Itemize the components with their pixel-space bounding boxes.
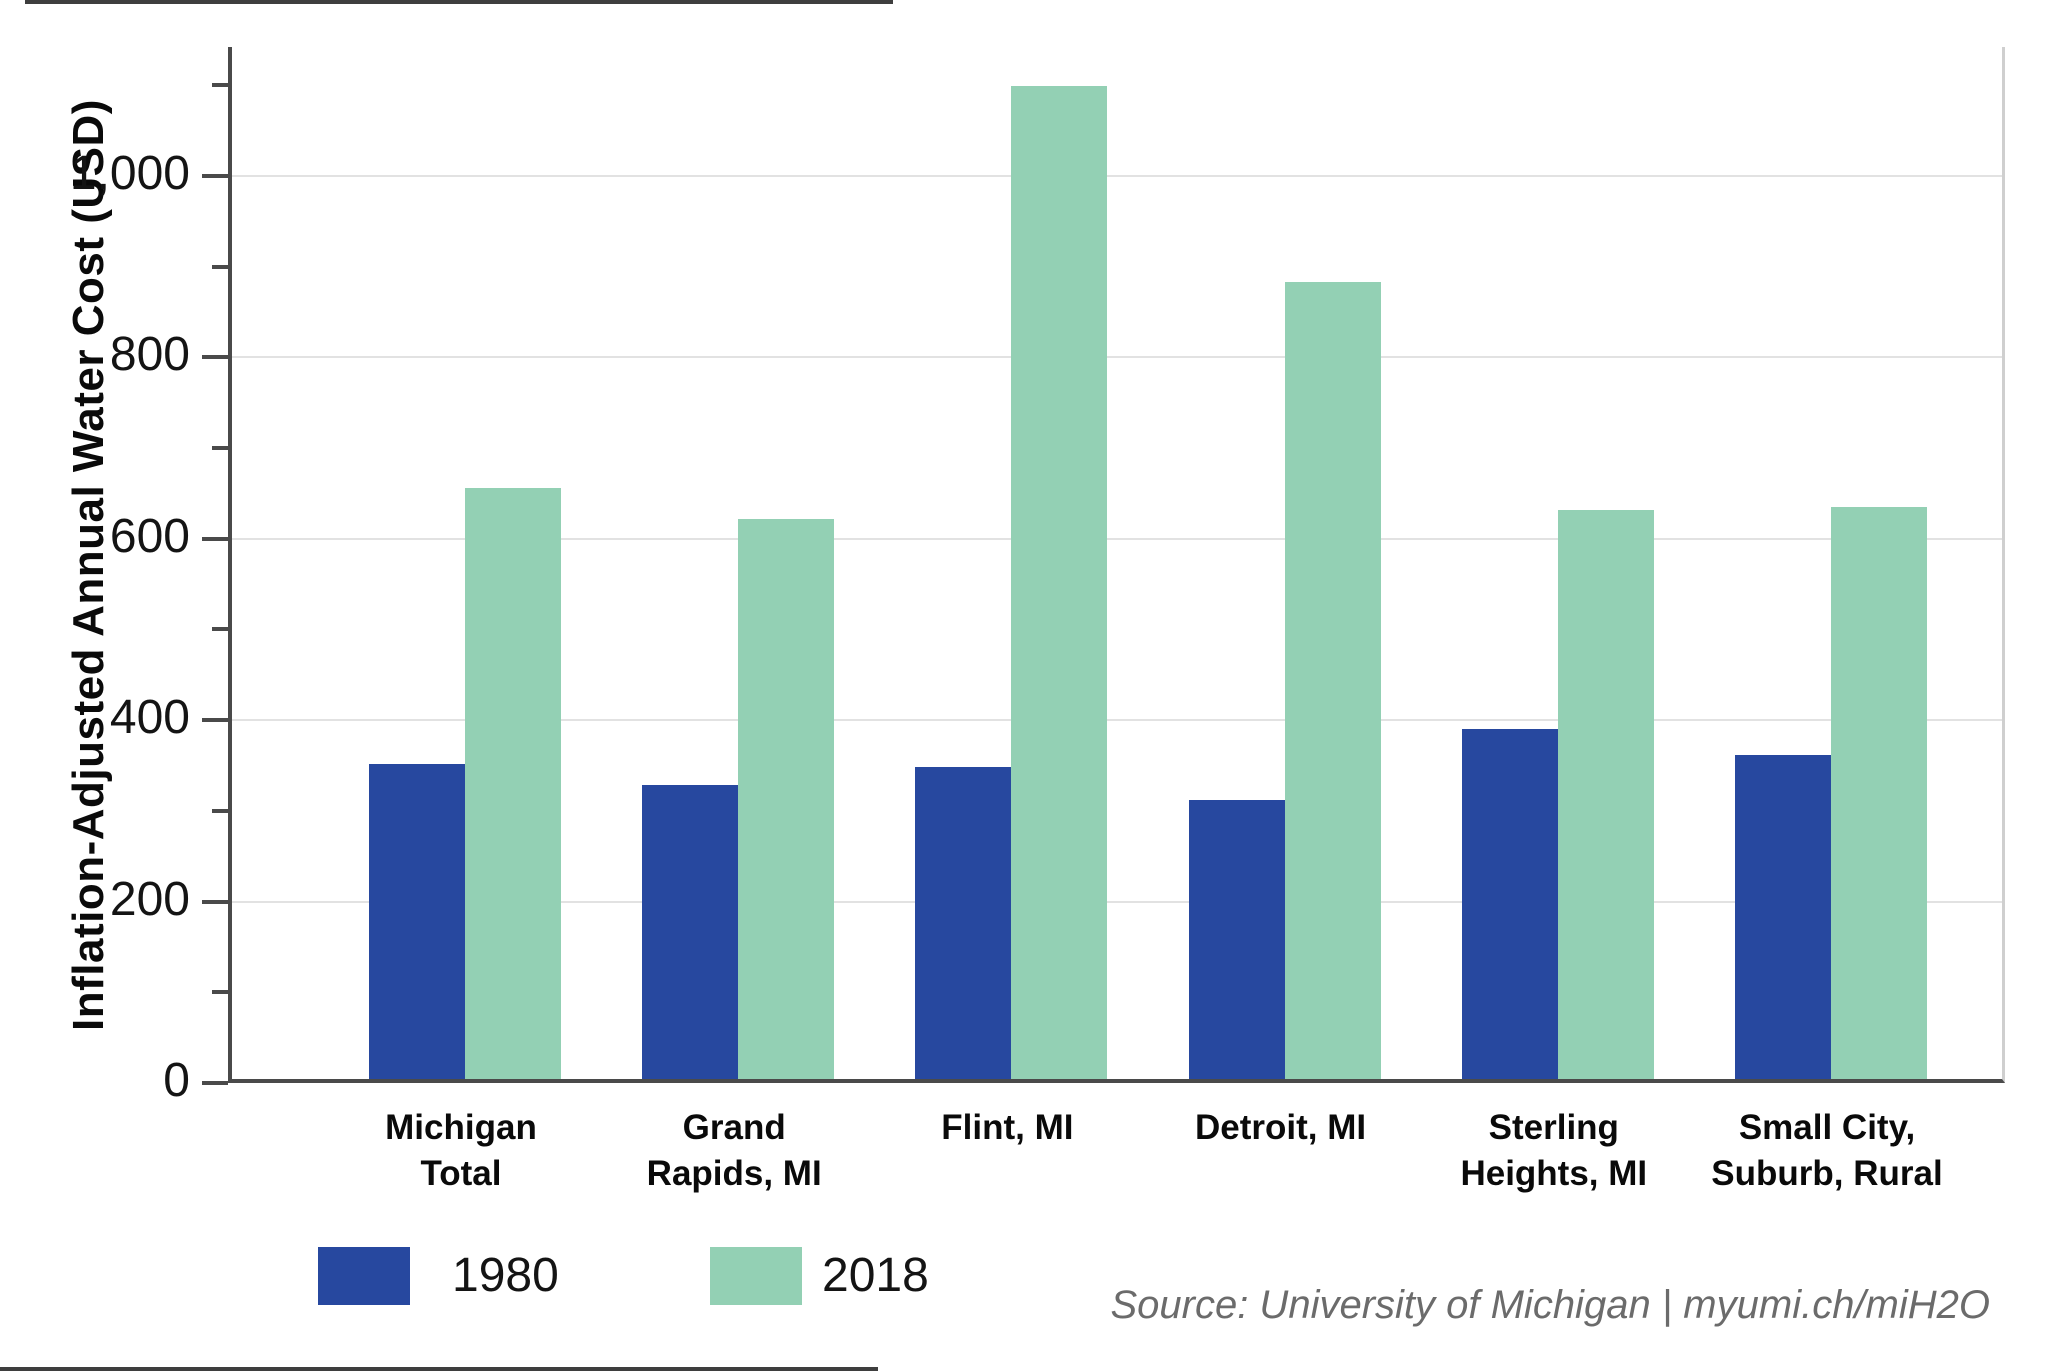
gridline-400 — [232, 719, 2002, 722]
gridline-800 — [232, 356, 2002, 359]
bar-1980-0 — [369, 764, 465, 1079]
bar-1980-1 — [642, 785, 739, 1079]
bar-2018-4 — [1557, 510, 1654, 1079]
bar-1980-2 — [915, 767, 1012, 1079]
y-tick-minor-900 — [212, 264, 228, 269]
category-label-0: Michigan Total — [385, 1108, 537, 1193]
category-label-3: Detroit, MI — [1195, 1108, 1367, 1147]
bar-1980-3 — [1188, 800, 1285, 1079]
source-attribution: Source: University of Michigan | myumi.c… — [1110, 1283, 1990, 1327]
gridline-200 — [232, 900, 2002, 903]
y-tick-major-800 — [202, 355, 228, 360]
plot-area — [202, 47, 2005, 1085]
legend-label-1980: 1980 — [452, 1249, 559, 1302]
y-tick-label-1000: 1,000 — [69, 146, 190, 200]
y-tick-minor-100 — [212, 990, 228, 995]
category-label-2: Flint, MI — [941, 1108, 1074, 1147]
bar-2018-2 — [1011, 86, 1108, 1079]
legend-swatch-2018 — [710, 1247, 802, 1305]
y-tick-label-400: 400 — [109, 691, 190, 745]
bar-2018-3 — [1284, 282, 1381, 1079]
y-tick-major-600 — [202, 536, 228, 541]
y-tick-minor-1100 — [212, 83, 228, 88]
y-tick-label-800: 800 — [109, 328, 190, 382]
y-tick-label-600: 600 — [109, 509, 190, 563]
y-tick-minor-700 — [212, 445, 228, 450]
y-tick-major-200 — [202, 899, 228, 904]
scan-artifact-line-bottom — [0, 1367, 878, 1371]
bar-2018-0 — [465, 488, 561, 1079]
gridline-600 — [232, 537, 2002, 540]
legend-label-2018: 2018 — [822, 1249, 929, 1302]
bar-2018-1 — [738, 519, 835, 1079]
y-tick-label-0: 0 — [163, 1054, 190, 1107]
category-label-1: Grand Rapids, MI — [646, 1108, 822, 1193]
y-tick-minor-500 — [212, 627, 228, 632]
y-tick-label-200: 200 — [109, 872, 190, 926]
y-tick-major-0 — [202, 1081, 228, 1085]
legend-swatch-1980 — [318, 1247, 410, 1305]
y-tick-major-1000 — [202, 173, 228, 178]
category-label-4: Sterling Heights, MI — [1460, 1108, 1648, 1193]
bar-1980-4 — [1461, 729, 1558, 1079]
y-tick-major-400 — [202, 718, 228, 723]
y-axis-title: Inflation-Adjusted Annual Water Cost (US… — [64, 99, 113, 1031]
bar-1980-5 — [1735, 755, 1831, 1079]
bar-2018-5 — [1831, 507, 1927, 1079]
scan-artifact-line-top — [25, 0, 893, 4]
gridline-1000 — [232, 174, 2002, 177]
y-tick-minor-300 — [212, 808, 228, 813]
category-label-5: Small City, Suburb, Rural — [1711, 1108, 1943, 1193]
